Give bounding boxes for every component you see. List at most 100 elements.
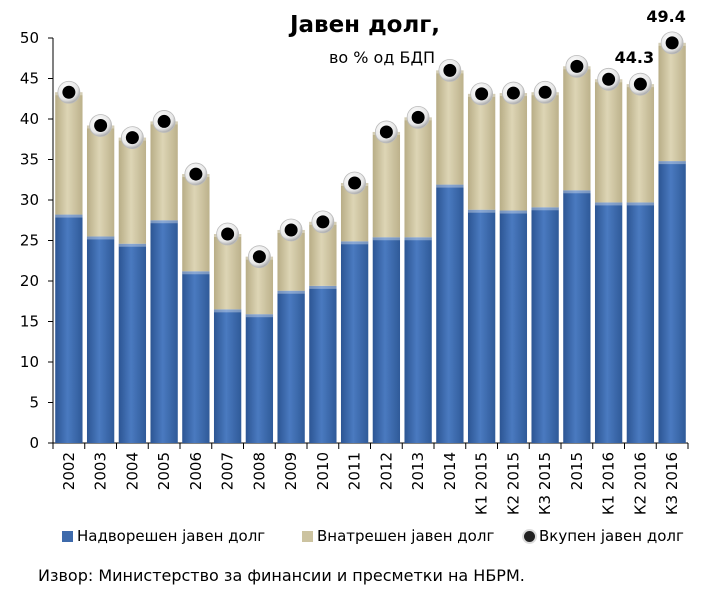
bars: [55, 42, 686, 444]
bar-external: [531, 207, 559, 443]
total-marker-dot: [284, 223, 298, 237]
bar-external: [55, 214, 83, 443]
x-tick-label: 2002: [60, 452, 78, 490]
bar-external: [626, 202, 655, 443]
x-tick-label: К2 2015: [504, 452, 522, 515]
x-tick-label: 2006: [187, 452, 205, 490]
y-tick-label: 40: [20, 110, 39, 128]
total-marker-dot: [665, 36, 679, 50]
x-tick-label: 2012: [377, 452, 395, 490]
legend-item-total: Вкупен јавен долг: [524, 527, 684, 545]
legend-label-domestic: Внатрешен јавен долг: [317, 527, 495, 545]
y-tick-label: 20: [20, 272, 39, 290]
total-marker-dot: [602, 72, 616, 86]
total-marker-dot: [379, 125, 393, 139]
y-tick-label: 25: [20, 232, 39, 250]
bar-external: [372, 237, 401, 443]
total-marker-dot: [538, 85, 552, 99]
legend-label-total: Вкупен јавен долг: [539, 527, 684, 545]
bar-external-bevel: [436, 184, 464, 188]
legend-label-external: Надворешен јавен долг: [77, 527, 266, 545]
source-note: Извор: Министерство за финансии и пресме…: [38, 566, 525, 585]
bar-external: [658, 161, 686, 443]
bar-domestic: [531, 92, 559, 208]
total-markers: [57, 31, 684, 269]
bar-external-bevel: [86, 236, 115, 240]
data-label: 44.3: [615, 48, 654, 67]
x-tick-label: 2010: [314, 452, 332, 490]
bar-domestic: [594, 79, 623, 203]
bar-external: [277, 290, 305, 443]
bar-external-bevel: [309, 285, 337, 289]
bar-external: [245, 314, 274, 443]
y-tick-label: 10: [20, 353, 39, 371]
total-marker-dot: [125, 131, 139, 145]
bar-external: [499, 210, 528, 443]
bar-domestic: [658, 42, 686, 162]
bar-domestic: [436, 70, 464, 185]
bar-domestic: [150, 121, 178, 221]
legend-item-external: Надворешен јавен долг: [62, 527, 265, 545]
bar-external-bevel: [340, 241, 369, 245]
bar-external: [86, 236, 115, 443]
bar-external-bevel: [213, 309, 242, 313]
y-tick-label: 30: [20, 191, 39, 209]
bar-domestic: [213, 234, 242, 310]
bar-external-bevel: [372, 237, 401, 241]
data-label: 49.4: [646, 7, 685, 26]
bar-domestic: [563, 66, 591, 191]
bar-external-bevel: [150, 220, 178, 224]
y-tick-label: 50: [20, 29, 39, 47]
x-tick-label: К2 2016: [631, 452, 649, 515]
bar-external: [182, 271, 210, 443]
y-tick-label: 0: [29, 434, 39, 452]
x-tick-label: 2009: [282, 452, 300, 490]
y-tick-label: 45: [20, 70, 39, 88]
bar-domestic: [55, 92, 83, 215]
x-tick-label: К3 2015: [536, 452, 554, 515]
bar-external: [594, 202, 623, 443]
bar-external: [150, 220, 178, 443]
legend-swatch-external: [62, 531, 73, 542]
chart-subtitle: во % од БДП: [328, 48, 435, 67]
total-marker-dot: [348, 176, 362, 190]
x-tick-label: 2014: [441, 452, 459, 490]
bar-domestic: [372, 131, 401, 238]
legend-swatch-total: [524, 531, 535, 542]
bar-domestic: [499, 93, 528, 211]
bar-external-bevel: [467, 209, 496, 213]
bar-external-bevel: [55, 214, 83, 218]
total-marker-dot: [62, 85, 76, 99]
total-marker-dot: [506, 86, 520, 100]
x-tick-label: 2003: [92, 452, 110, 490]
bar-external-bevel: [563, 190, 591, 194]
x-tick-label: 2007: [219, 452, 237, 490]
bar-domestic: [467, 93, 496, 210]
x-tick-label: 2004: [123, 452, 141, 490]
bar-external-bevel: [531, 207, 559, 211]
total-marker-dot: [570, 59, 584, 73]
x-tick-label: 2005: [155, 452, 173, 490]
total-marker-dot: [94, 118, 108, 132]
total-marker-dot: [633, 77, 647, 91]
total-marker-dot: [316, 215, 330, 229]
bar-external-bevel: [182, 271, 210, 275]
total-marker-dot: [475, 87, 489, 101]
axes: 0 5 10 15 20 25 30 35 40 45 50 2002 2003 2004 2005 2006…: [20, 29, 689, 515]
bar-external: [118, 243, 147, 443]
x-tick-label: 2015: [568, 452, 586, 490]
x-tick-label: К3 2016: [663, 452, 681, 515]
bar-domestic: [404, 117, 432, 238]
labels: 44.3 49.4: [615, 7, 686, 67]
bar-external: [340, 241, 369, 443]
bar-external: [309, 285, 337, 443]
bar-external-bevel: [626, 202, 655, 206]
total-marker-dot: [443, 63, 457, 77]
bar-external-bevel: [404, 237, 432, 241]
x-tick-label: 2008: [250, 452, 268, 490]
bar-external: [213, 309, 242, 443]
y-tick-label: 5: [29, 394, 39, 412]
bar-external-bevel: [499, 210, 528, 214]
bar-external-bevel: [118, 243, 147, 247]
